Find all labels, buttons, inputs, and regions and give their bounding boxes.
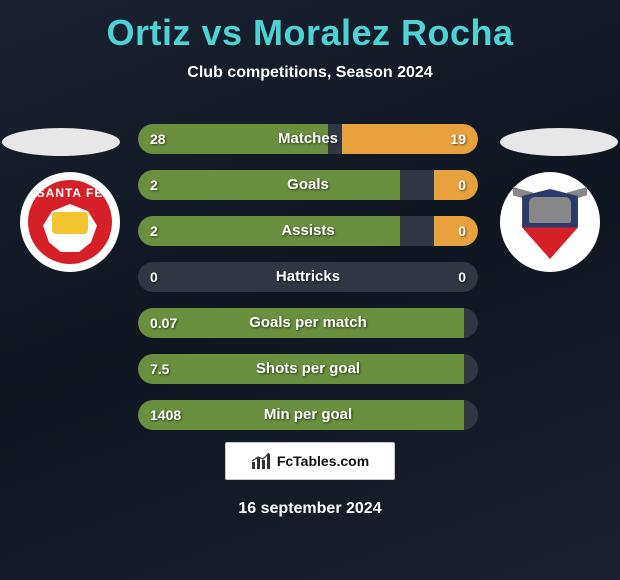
lion-icon	[40, 204, 100, 252]
stat-row: 20Goals	[138, 170, 478, 200]
player1-shadow-ellipse	[2, 128, 120, 156]
stat-label: Shots per goal	[138, 354, 478, 384]
stat-label: Assists	[138, 216, 478, 246]
stat-label: Goals per match	[138, 308, 478, 338]
player2-shadow-ellipse	[500, 128, 618, 156]
stats-panel: 2819Matches 20Goals 20Assists 00Hattricks 0.…	[138, 124, 478, 446]
bar-chart-icon	[251, 452, 271, 470]
stat-label: Hattricks	[138, 262, 478, 292]
mask-icon	[529, 197, 571, 223]
date-label: 16 september 2024	[0, 500, 620, 518]
stat-label: Matches	[138, 124, 478, 154]
player2-club-crest	[500, 172, 600, 272]
stat-label: Goals	[138, 170, 478, 200]
subtitle: Club competitions, Season 2024	[0, 64, 620, 82]
stat-row: 2819Matches	[138, 124, 478, 154]
page-title: Ortiz vs Moralez Rocha	[0, 0, 620, 54]
stat-label: Min per goal	[138, 400, 478, 430]
source-badge-text: FcTables.com	[277, 453, 369, 469]
stat-row: 00Hattricks	[138, 262, 478, 292]
stat-row: 20Assists	[138, 216, 478, 246]
player1-club-crest: SANTA FE	[20, 172, 120, 272]
crest-left-label: SANTA FE	[37, 186, 104, 200]
stat-row: 7.5Shots per goal	[138, 354, 478, 384]
stat-row: 0.07Goals per match	[138, 308, 478, 338]
source-badge[interactable]: FcTables.com	[225, 442, 395, 480]
stat-row: 1408Min per goal	[138, 400, 478, 430]
